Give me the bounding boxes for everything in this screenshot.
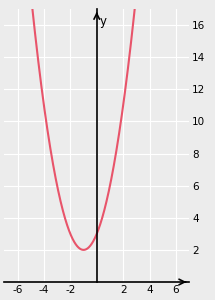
Text: y: y — [99, 15, 106, 28]
